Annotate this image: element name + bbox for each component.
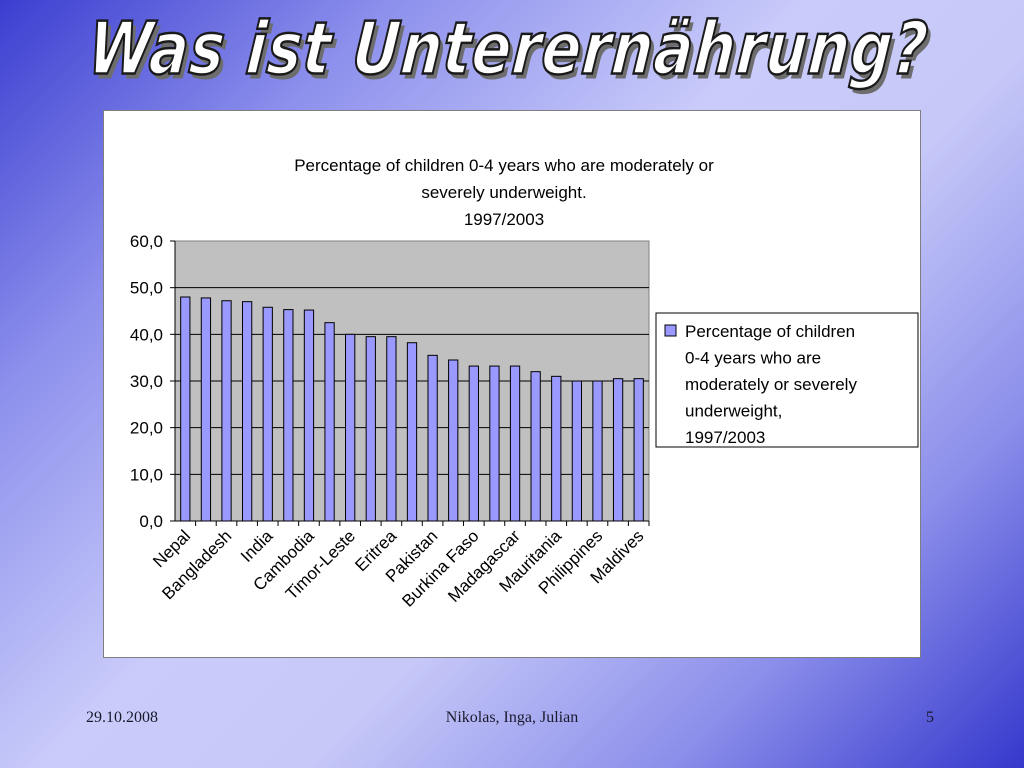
legend-text-line: underweight, bbox=[685, 402, 782, 421]
bar bbox=[324, 322, 335, 522]
y-tick-label: 40,0 bbox=[130, 325, 163, 344]
bar bbox=[509, 365, 521, 522]
bar bbox=[406, 342, 418, 522]
bar bbox=[468, 365, 479, 522]
bar bbox=[365, 336, 376, 522]
bar bbox=[180, 296, 191, 522]
legend-text-line: moderately or severely bbox=[685, 375, 857, 394]
bar bbox=[345, 333, 356, 522]
footer-page-number: 5 bbox=[926, 709, 934, 726]
footer-authors: Nikolas, Inga, Julian bbox=[445, 709, 579, 726]
bar bbox=[386, 336, 397, 522]
bar bbox=[283, 309, 294, 522]
legend-text-line: 0-4 years who are bbox=[685, 349, 821, 368]
bar bbox=[592, 380, 603, 522]
chart-title-line: severely underweight. bbox=[421, 183, 586, 202]
bar bbox=[489, 365, 500, 522]
slide-title: Was ist Unterernährung? bbox=[84, 5, 933, 92]
y-tick-label: 30,0 bbox=[130, 372, 163, 391]
bar bbox=[448, 359, 459, 522]
bar bbox=[200, 297, 212, 522]
y-tick-label: 60,0 bbox=[130, 232, 163, 251]
bar bbox=[303, 309, 315, 522]
footer-date: 29.10.2008 bbox=[86, 709, 158, 726]
bar bbox=[633, 378, 644, 522]
y-tick-label: 50,0 bbox=[130, 279, 163, 298]
y-tick-label: 10,0 bbox=[130, 465, 163, 484]
chart-title-line: 1997/2003 bbox=[464, 210, 544, 229]
legend-text-line: Percentage of children bbox=[685, 322, 855, 341]
bar bbox=[221, 300, 232, 522]
y-tick-label: 0,0 bbox=[139, 512, 163, 531]
y-tick-label: 20,0 bbox=[130, 419, 163, 438]
legend-text-line: 1997/2003 bbox=[685, 428, 765, 447]
bar bbox=[262, 306, 273, 522]
bar-chart: Percentage of children 0-4 years who are… bbox=[130, 156, 919, 611]
chart-title-line: Percentage of children 0-4 years who are… bbox=[294, 156, 714, 175]
chart-frame: Percentage of children 0-4 years who are… bbox=[103, 110, 921, 658]
bar bbox=[612, 378, 624, 522]
bar bbox=[530, 371, 541, 522]
bar bbox=[241, 301, 253, 522]
bar bbox=[427, 354, 438, 522]
legend-box bbox=[655, 312, 919, 448]
bar bbox=[571, 380, 583, 522]
bar bbox=[551, 375, 562, 522]
legend-swatch bbox=[664, 324, 677, 337]
